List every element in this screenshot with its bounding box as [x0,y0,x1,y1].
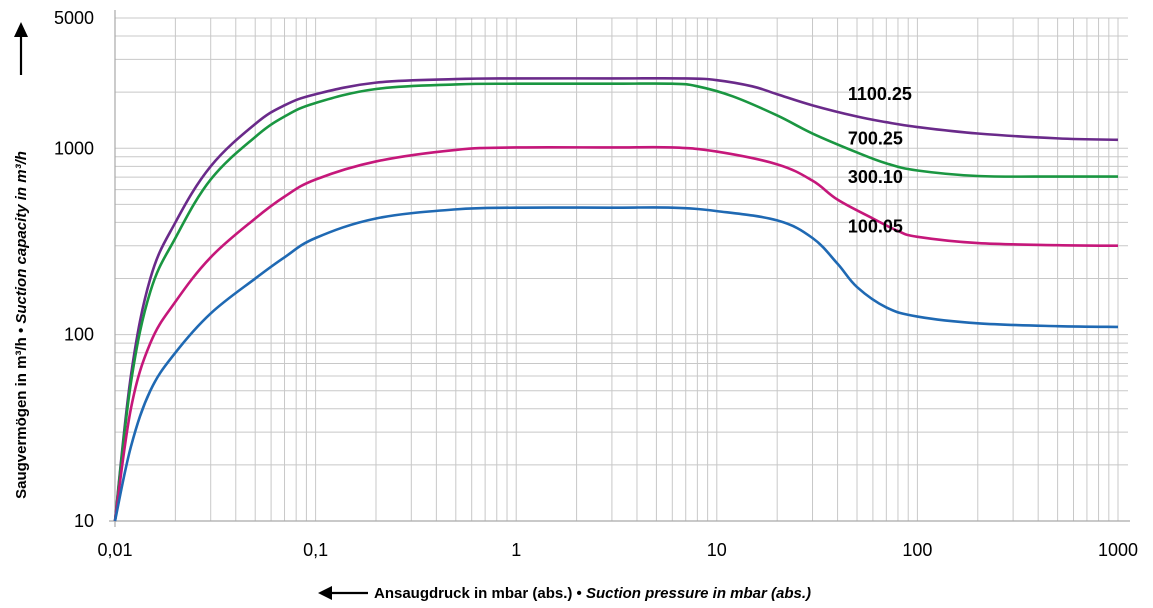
y-axis-title: Saugvermögen in m³/h • Suction capacity … [13,22,30,499]
x-axis-label-sep: • [572,585,586,602]
y-axis-label-en: Suction capacity in m³/h [13,151,30,324]
x-axis-label: Ansaugdruck in mbar (abs.) • Suction pre… [374,585,811,602]
series-line-700-25 [113,82,1119,522]
series-line-100-05 [113,206,1119,522]
y-tick-label: 1000 [54,138,94,158]
x-axis-ticks: 0,01 0,1 1 10 100 1000 [97,540,1138,560]
y-axis-ticks: 10 100 1000 5000 [54,8,94,531]
x-tick-label: 1000 [1098,540,1138,560]
chart-grid [109,10,1130,527]
series-label-300-10: 300.10 [848,167,903,187]
series-line-300-10 [113,145,1119,522]
series-line-1100-25 [113,76,1119,522]
x-tick-label: 10 [707,540,727,560]
y-tick-label: 100 [64,325,94,345]
x-axis-arrow-icon [318,586,332,600]
series-label-700-25: 700.25 [848,128,903,148]
series-label-100-05: 100.05 [848,217,903,237]
chart-series [113,76,1119,522]
y-axis-arrow-icon [14,22,28,37]
y-axis-label-sep: • [13,324,30,338]
x-tick-label: 0,1 [303,540,328,560]
series-labels: 1100.25 700.25 300.10 100.05 [848,84,912,236]
y-tick-label: 10 [74,511,94,531]
x-tick-label: 100 [902,540,932,560]
series-label-1100-25: 1100.25 [848,84,912,104]
x-axis-title: Ansaugdruck in mbar (abs.) • Suction pre… [318,585,811,602]
x-axis-label-de: Ansaugdruck in mbar (abs.) [374,585,572,602]
y-axis-label: Saugvermögen in m³/h • Suction capacity … [13,151,30,499]
x-axis-label-en: Suction pressure in mbar (abs.) [586,585,811,602]
y-tick-label: 5000 [54,8,94,28]
x-tick-label: 1 [511,540,521,560]
y-axis-label-de: Saugvermögen in m³/h [13,337,30,499]
x-tick-label: 0,01 [97,540,132,560]
